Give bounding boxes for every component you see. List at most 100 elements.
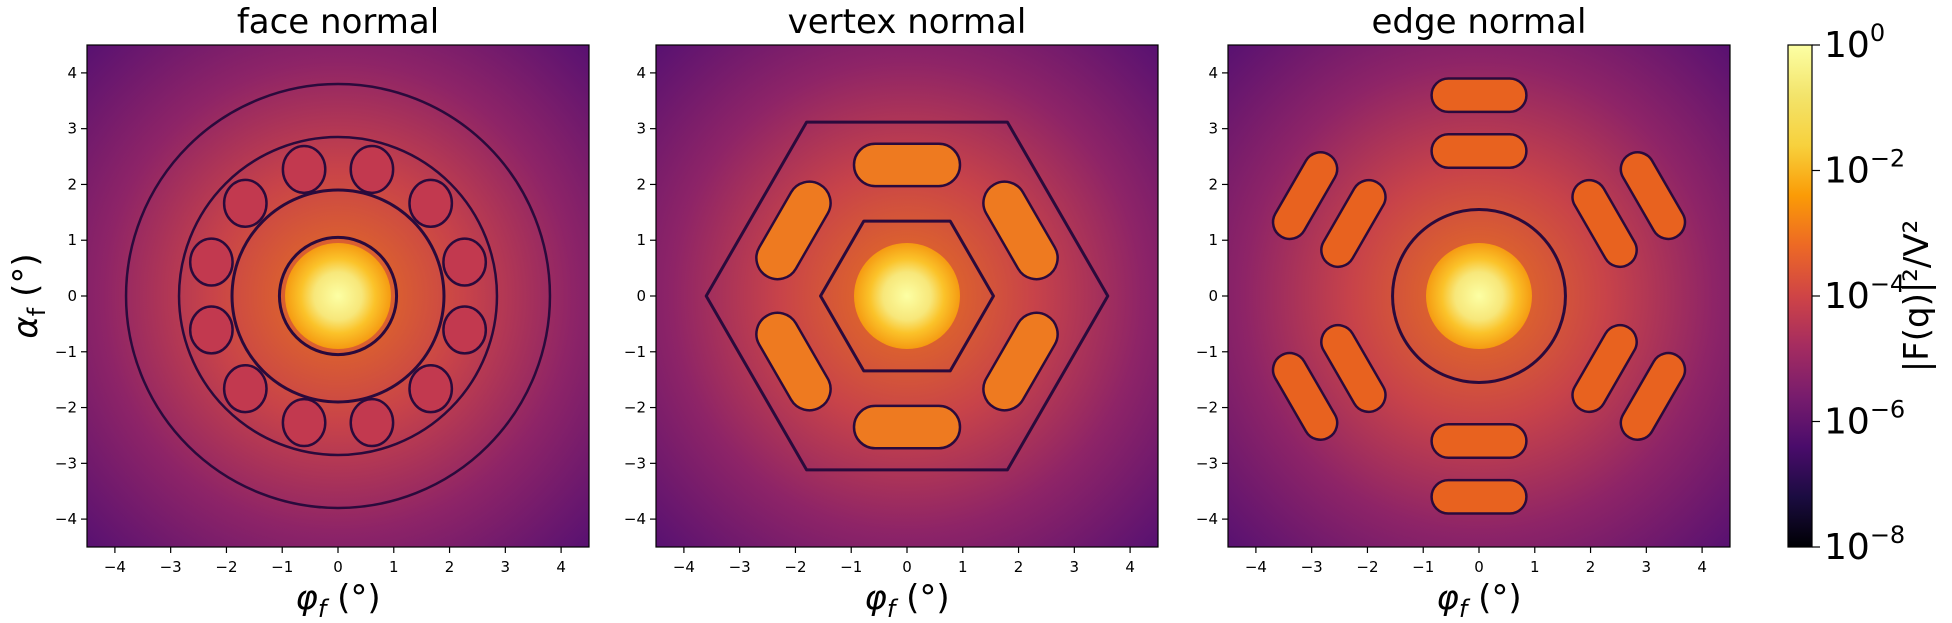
y-tick-label: 2 [1208, 175, 1218, 193]
colorbar-tick-label: 10−4 [1824, 270, 1905, 317]
x-axis-label: φf (°) [295, 578, 380, 623]
x-tick-label: 2 [445, 558, 455, 576]
x-tick-label: −4 [673, 558, 695, 576]
x-tick-label: −3 [1301, 558, 1323, 576]
minimum-ring [177, 135, 499, 457]
y-tick-label: −4 [1196, 510, 1218, 528]
x-tick-label: 1 [1530, 558, 1540, 576]
heatmap-image [87, 45, 589, 547]
lobe [1571, 178, 1638, 269]
panel-3: −4 −3 −2 −1 0 1 2 3 4 −4 −3 −2 −1 0 1 2 3 4 edge normal φf … [1196, 2, 1731, 623]
y-tick-label: −1 [1196, 343, 1218, 361]
x-tick-label: −1 [271, 558, 293, 576]
lobe [222, 178, 268, 228]
minimum-ring [124, 82, 552, 510]
x-tick-label: 4 [1697, 558, 1707, 576]
y-tick-label: −4 [624, 510, 646, 528]
lobe [1430, 77, 1528, 114]
lobe [1619, 151, 1687, 241]
minimum-hexagon [819, 219, 995, 373]
y-tick-label: −3 [624, 454, 646, 472]
y-tick-label: 4 [1208, 64, 1218, 82]
lobe [755, 311, 832, 412]
panel-title: face normal [237, 2, 439, 42]
colorbar-tick-label: 10−8 [1824, 521, 1905, 568]
y-tick-label: 2 [67, 175, 77, 193]
x-tick-label: 3 [1642, 558, 1652, 576]
lobe [852, 404, 962, 450]
colorbar-gradient [1787, 44, 1813, 548]
x-tick-label: −2 [215, 558, 237, 576]
x-tick-label: 0 [1474, 558, 1484, 576]
lobe [281, 397, 327, 448]
y-tick-label: −4 [55, 510, 77, 528]
y-axis-label: αf (°) [6, 253, 51, 338]
lobe [408, 364, 454, 414]
lobe [1430, 132, 1528, 169]
central-peak [854, 243, 960, 349]
x-tick-label: −2 [1356, 558, 1378, 576]
colorbar-tick-label: 10−2 [1824, 145, 1905, 192]
x-tick-label: 2 [1014, 558, 1024, 576]
central-peak [285, 243, 391, 349]
y-tick-label: −3 [1196, 454, 1218, 472]
lobe [442, 237, 488, 287]
panel-title: vertex normal [788, 2, 1027, 42]
x-tick-label: 3 [501, 558, 511, 576]
panel-title: edge normal [1372, 2, 1587, 42]
panel-1: −4 −3 −2 −1 0 1 2 3 4 −4 −3 −2 −1 0 1 2 3 4 face normal φf … [6, 2, 590, 623]
minimum-hexagon [704, 120, 1110, 472]
y-tick-label: 1 [1208, 231, 1218, 249]
lobe [442, 305, 488, 355]
colorbar: 100 10−2 10−4 10−6 10−8 |F(q)|²/V² [1787, 19, 1937, 568]
x-tick-label: −3 [160, 558, 182, 576]
y-tick-label: 3 [636, 120, 646, 138]
x-tick-label: 1 [958, 558, 968, 576]
colorbar-label: |F(q)|²/V² [1897, 220, 1937, 373]
minimum-ring [1391, 208, 1567, 384]
heatmap-image [1228, 45, 1730, 547]
minimum-ring [277, 235, 399, 357]
lobe [349, 397, 395, 448]
y-tick-label: −1 [624, 343, 646, 361]
lobe [755, 180, 832, 281]
lobe [188, 237, 234, 287]
y-tick-label: 1 [636, 231, 646, 249]
lobe [1430, 478, 1528, 515]
lobe [349, 144, 395, 195]
panel-2: −4 −3 −2 −1 0 1 2 3 4 −4 −3 −2 −1 0 1 2 3 4 vertex normal φ… [624, 2, 1159, 623]
lobe [1619, 351, 1687, 441]
y-tick-label: 4 [67, 64, 77, 82]
x-axis-label: φf (°) [864, 578, 949, 623]
heatmap-image [656, 45, 1158, 547]
x-tick-label: −1 [840, 558, 862, 576]
y-tick-label: 3 [67, 120, 77, 138]
lobe [188, 305, 234, 355]
lobe [1271, 351, 1339, 441]
colorbar-tick-label: 10−6 [1824, 396, 1905, 443]
x-tick-label: 4 [556, 558, 566, 576]
lobe [1320, 178, 1387, 269]
x-tick-label: 0 [902, 558, 912, 576]
lobe [1571, 323, 1638, 414]
lobe [281, 144, 327, 195]
y-tick-label: 1 [67, 231, 77, 249]
x-tick-label: −2 [784, 558, 806, 576]
lobe [982, 180, 1059, 281]
y-tick-label: −2 [55, 399, 77, 417]
x-tick-label: 4 [1125, 558, 1135, 576]
x-axis-label: φf (°) [1436, 578, 1521, 623]
x-tick-label: −4 [1245, 558, 1267, 576]
x-tick-label: −4 [104, 558, 126, 576]
minimum-ring [230, 188, 446, 404]
lobe [408, 178, 454, 228]
y-tick-label: 0 [636, 287, 646, 305]
lobe [1320, 323, 1387, 414]
lobe [982, 311, 1059, 412]
colorbar-tick-label: 100 [1824, 19, 1885, 66]
y-tick-label: −3 [55, 454, 77, 472]
y-tick-label: 0 [67, 287, 77, 305]
y-tick-label: 3 [1208, 120, 1218, 138]
lobe [1430, 423, 1528, 460]
